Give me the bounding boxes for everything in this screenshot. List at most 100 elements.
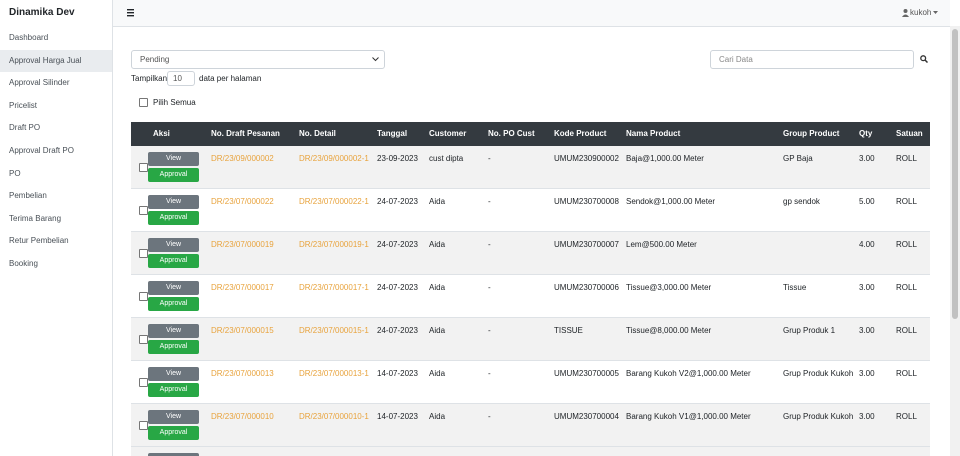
column-header[interactable]: No. Detail [299,129,336,138]
table-header: Aksi No. Draft Pesanan No. Detail Tanggal Cu… [131,122,930,146]
cell: Aida [429,326,446,335]
row-link[interactable]: DR/23/09/000002-1 [299,154,369,163]
view-button[interactable]: View [148,152,199,166]
menu-item[interactable]: Approval Silinder [9,78,70,88]
cell: GP Baja [783,154,813,163]
content: Pending Cari Data Tampilkan 10 data per hala… [113,27,950,456]
menu-item[interactable]: Terima Barang [9,213,62,223]
menu-item[interactable]: PO [9,168,21,178]
select-caret [372,57,379,62]
row-link[interactable]: DR/23/07/000013-1 [299,369,369,378]
row-checkbox[interactable] [139,335,148,344]
topbar: kukoh [113,0,950,27]
column-header[interactable]: Qty [859,129,873,138]
column-header[interactable]: Group Product [783,129,840,138]
menu-item[interactable]: Retur Pembelian [9,236,69,246]
cell: UMUM230900002 [554,154,619,163]
approval-button[interactable]: Approval [148,168,199,182]
row-link[interactable]: DR/23/07/000015 [211,326,274,335]
row-link[interactable]: DR/23/07/000010-1 [299,412,369,421]
cell: Aida [429,240,446,249]
cell: 3.00 [859,412,875,421]
menu-item[interactable]: Draft PO [9,123,41,133]
cell: Aida [429,283,446,292]
view-button-partial[interactable] [148,453,199,456]
row-checkbox[interactable] [139,249,148,258]
menu-item[interactable]: Pembelian [9,191,47,201]
row-link[interactable]: DR/23/07/000010 [211,412,274,421]
row-checkbox[interactable] [139,206,148,215]
column-header[interactable]: No. PO Cust [488,129,535,138]
view-button[interactable]: View [148,238,199,252]
menu-toggle[interactable] [127,9,135,17]
approval-button[interactable]: Approval [148,383,199,397]
view-button[interactable]: View [148,367,199,381]
row-link[interactable]: DR/23/07/000019 [211,240,274,249]
row-link[interactable]: DR/23/07/000013 [211,369,274,378]
cell: UMUM230700008 [554,197,619,206]
row-link[interactable]: DR/23/07/000017 [211,283,274,292]
status-select[interactable]: Pending [131,50,385,69]
table-row-partial [131,447,930,456]
view-button[interactable]: View [148,410,199,424]
column-header[interactable]: Kode Product [554,129,607,138]
approval-button[interactable]: Approval [148,211,199,225]
page-size-select[interactable]: 10 [167,71,195,86]
cell: 24-07-2023 [377,240,418,249]
row-link[interactable]: DR/23/07/000017-1 [299,283,369,292]
table-row: View Approval DR/23/07/000013 DR/23/07/0000… [131,361,930,404]
cell: 14-07-2023 [377,369,418,378]
cell: - [488,197,491,206]
cell: Aida [429,369,446,378]
cell: 3.00 [859,369,875,378]
cell: 3.00 [859,283,875,292]
user-name[interactable]: kukoh [910,8,932,17]
user-icon [902,9,909,17]
row-link[interactable]: DR/23/07/000019-1 [299,240,369,249]
row-link[interactable]: DR/23/07/000015-1 [299,326,369,335]
column-header[interactable]: Satuan [896,129,923,138]
row-link[interactable]: DR/23/07/000022-1 [299,197,369,206]
scrollbar[interactable] [950,26,960,456]
column-header[interactable]: Customer [429,129,467,138]
cell: 4.00 [859,240,875,249]
row-checkbox[interactable] [139,292,148,301]
approval-button[interactable]: Approval [148,426,199,440]
cell: UMUM230700006 [554,283,619,292]
search-button[interactable] [920,55,928,63]
row-checkbox[interactable] [139,163,148,172]
menu-item[interactable]: Booking [9,259,38,268]
menu-item[interactable]: Approval Draft PO [9,146,74,155]
row-link[interactable]: DR/23/07/000022 [211,197,274,206]
cell: - [488,154,491,163]
column-header[interactable]: No. Draft Pesanan [211,129,280,138]
column-header[interactable]: Aksi [153,129,170,138]
column-header[interactable]: Nama Product [626,129,681,138]
show-prefix: Tampilkan [131,74,168,83]
column-header[interactable]: Tanggal [377,129,408,138]
cell: 3.00 [859,154,875,163]
table-row: View Approval DR/23/07/000017 DR/23/07/0000… [131,275,930,318]
cell: 23-09-2023 [377,154,418,163]
row-checkbox[interactable] [139,421,148,430]
view-button[interactable]: View [148,195,199,209]
view-button[interactable]: View [148,281,199,295]
cell: ROLL [896,154,917,163]
row-checkbox[interactable] [139,378,148,387]
menu-item[interactable]: Pricelist [9,100,38,110]
search-input[interactable]: Cari Data [710,50,914,69]
menu-item[interactable]: Approval Harga Jual [0,49,112,72]
cell: Sendok@1,000.00 Meter [626,197,716,206]
select-all-checkbox[interactable] [139,98,148,107]
view-button[interactable]: View [148,324,199,338]
approval-button[interactable]: Approval [148,297,199,311]
cell: Baja@1,000.00 Meter [626,154,704,163]
approval-button[interactable]: Approval [148,254,199,268]
select-all-label: Pilih Semua [153,98,196,107]
cell: - [488,240,491,249]
menu-item[interactable]: Dashboard [9,33,49,42]
row-link[interactable]: DR/23/09/000002 [211,154,274,163]
approval-button[interactable]: Approval [148,340,199,354]
cell: UMUM230700004 [554,412,619,421]
